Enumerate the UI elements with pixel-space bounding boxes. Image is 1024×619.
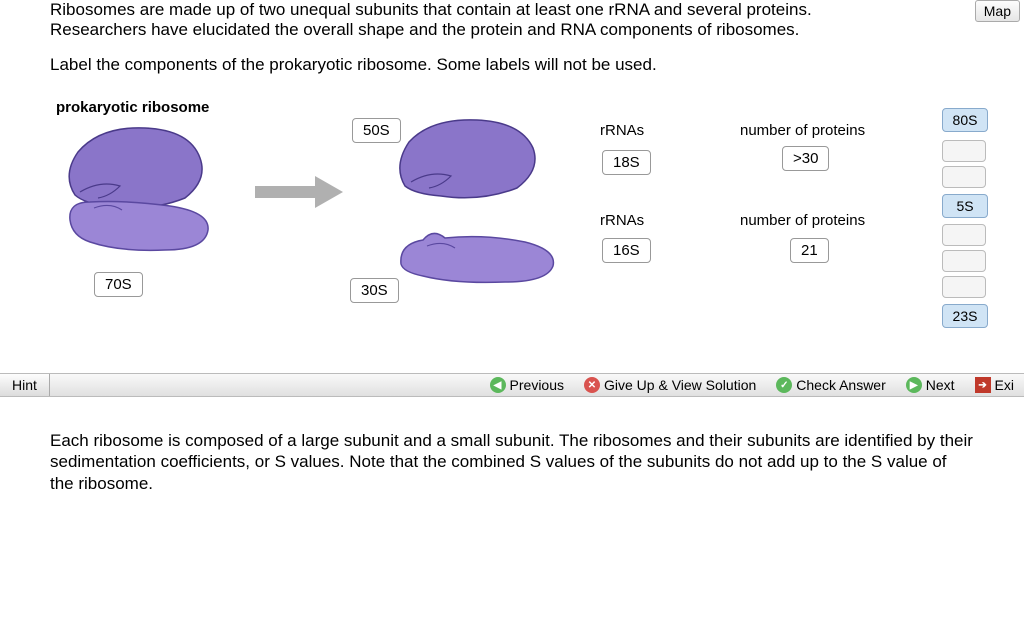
proteins-upper-value[interactable]: >30 (782, 146, 829, 171)
next-icon: ▶ (906, 377, 922, 393)
ribosome-diagram: 70S 50S 30S rRNAs 18S rRNAs 16S number o… (50, 120, 974, 350)
giveup-button[interactable]: ✕ Give Up & View Solution (574, 377, 766, 393)
previous-button[interactable]: ◀ Previous (480, 377, 574, 393)
whole-ribosome-graphic (50, 120, 230, 270)
rrnas-upper-caption: rRNAs (600, 122, 644, 139)
drag-slot-empty-5[interactable] (942, 276, 986, 298)
main-content: Ribosomes are made up of two unequal sub… (0, 0, 1024, 350)
check-label: Check Answer (796, 377, 885, 393)
next-button[interactable]: ▶ Next (896, 377, 965, 393)
proteins-upper-caption: number of proteins (740, 122, 865, 139)
hint-tab[interactable]: Hint (0, 374, 50, 396)
giveup-label: Give Up & View Solution (604, 377, 756, 393)
exit-label: Exi (995, 377, 1014, 393)
exit-button[interactable]: ➔ Exi (965, 377, 1024, 393)
label-lower-30s[interactable]: 30S (350, 278, 399, 303)
drag-label-5s[interactable]: 5S (942, 194, 988, 218)
proteins-lower-caption: number of proteins (740, 212, 865, 229)
drag-label-80s[interactable]: 80S (942, 108, 988, 132)
label-whole-70s[interactable]: 70S (94, 272, 143, 297)
small-subunit-graphic (385, 220, 565, 290)
drag-label-23s[interactable]: 23S (942, 304, 988, 328)
nav-bar: Hint ◀ Previous ✕ Give Up & View Solutio… (0, 373, 1024, 397)
hint-text: Each ribosome is composed of a large sub… (0, 410, 1024, 514)
rrnas-lower-caption: rRNAs (600, 212, 644, 229)
drag-slot-empty-4[interactable] (942, 250, 986, 272)
instruction-text: Label the components of the prokaryotic … (50, 55, 974, 75)
intro-line1: Ribosomes are made up of two unequal sub… (50, 0, 812, 19)
exit-icon: ➔ (975, 377, 991, 393)
check-answer-button[interactable]: ✓ Check Answer (766, 377, 895, 393)
intro-line2: Researchers have elucidated the overall … (50, 20, 799, 39)
previous-icon: ◀ (490, 377, 506, 393)
proteins-lower-value[interactable]: 21 (790, 238, 829, 263)
drag-slot-empty-1[interactable] (942, 140, 986, 162)
previous-label: Previous (510, 377, 564, 393)
label-upper-50s[interactable]: 50S (352, 118, 401, 143)
intro-paragraph: Ribosomes are made up of two unequal sub… (50, 0, 974, 41)
large-subunit-shape (69, 128, 202, 208)
giveup-icon: ✕ (584, 377, 600, 393)
small-subunit-shape (70, 201, 208, 250)
check-icon: ✓ (776, 377, 792, 393)
large-subunit-graphic (385, 114, 555, 204)
rrnas-upper-value[interactable]: 18S (602, 150, 651, 175)
arrow-icon (255, 172, 345, 212)
next-label: Next (926, 377, 955, 393)
drag-slot-empty-2[interactable] (942, 166, 986, 188)
drag-slot-empty-3[interactable] (942, 224, 986, 246)
rrnas-lower-value[interactable]: 16S (602, 238, 651, 263)
